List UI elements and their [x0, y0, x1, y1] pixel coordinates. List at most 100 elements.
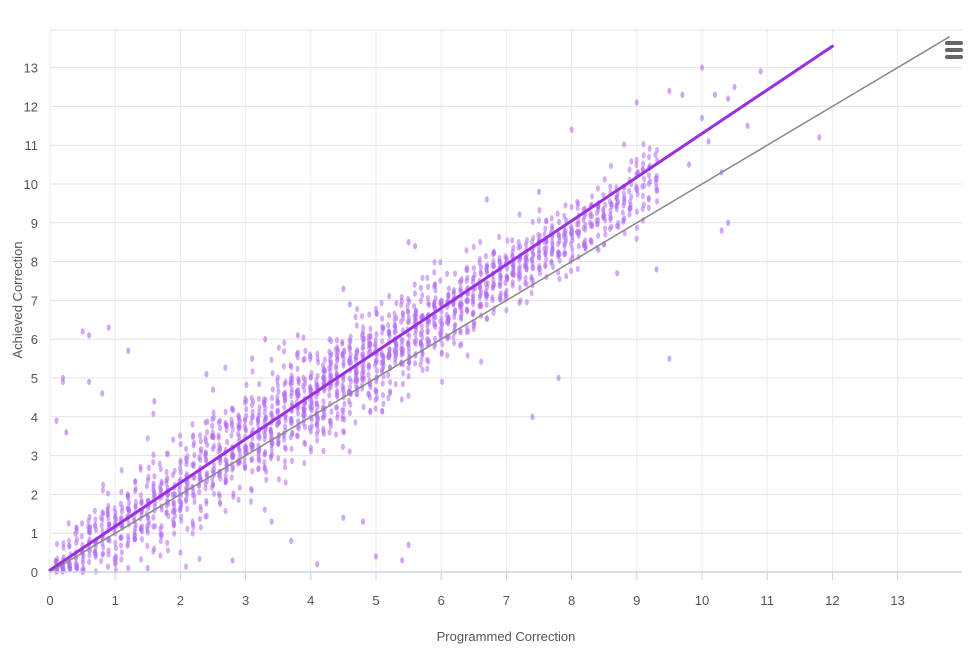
- x-tick-label: 1: [112, 593, 119, 608]
- scatter-point: [218, 459, 223, 466]
- scatter-point: [399, 297, 404, 305]
- scatter-point: [355, 391, 360, 398]
- scatter-point: [387, 312, 391, 319]
- scatter-point: [184, 445, 189, 453]
- scatter-point: [257, 380, 262, 388]
- scatter-point: [275, 382, 280, 389]
- scatter-point: [433, 313, 438, 321]
- scatter-point: [386, 394, 391, 402]
- scatter-point: [387, 351, 392, 359]
- scatter-point: [446, 285, 451, 292]
- scatter-point: [556, 374, 561, 382]
- scatter-point: [523, 279, 528, 287]
- scatter-point: [178, 498, 183, 505]
- scatter-point: [329, 351, 334, 358]
- scatter-point: [198, 437, 203, 445]
- scatter-point: [353, 313, 358, 321]
- scatter-point: [459, 315, 464, 323]
- scatter-point: [145, 435, 150, 442]
- trend-lines: [48, 35, 951, 573]
- scatter-point: [303, 347, 308, 354]
- scatter-point: [425, 328, 430, 336]
- scatter-point: [459, 299, 464, 307]
- scatter-point: [210, 433, 215, 440]
- scatter-point: [257, 434, 262, 442]
- scatter-point: [335, 392, 339, 399]
- scatter-point: [303, 423, 308, 430]
- scatter-point: [490, 294, 495, 301]
- menu-bar: [945, 55, 963, 59]
- scatter-point: [230, 450, 235, 458]
- scatter-point: [290, 430, 295, 438]
- scatter-point: [223, 364, 228, 371]
- scatter-point: [250, 355, 255, 362]
- scatter-point: [706, 138, 711, 145]
- scatter-point: [438, 277, 443, 284]
- scatter-point: [322, 387, 327, 394]
- scatter-point: [335, 336, 339, 344]
- scatter-point: [204, 370, 209, 378]
- scatter-point: [394, 299, 399, 307]
- scatter-point: [641, 201, 646, 208]
- scatter-point: [68, 566, 72, 573]
- scatter-point: [151, 514, 156, 521]
- scatter-point: [171, 436, 176, 443]
- scatter-point: [256, 465, 261, 472]
- scatter-point: [302, 406, 306, 414]
- scatter-point: [302, 355, 307, 363]
- scatter-point: [418, 361, 423, 368]
- scatter-point: [190, 530, 195, 537]
- scatter-point: [418, 284, 423, 292]
- scatter-point: [347, 448, 352, 455]
- scatter-point: [283, 479, 288, 486]
- scatter-point: [438, 299, 443, 307]
- scatter-point: [236, 412, 241, 419]
- scatter-point: [171, 471, 175, 479]
- scatter-point: [210, 422, 215, 430]
- scatter-point: [341, 376, 346, 384]
- scatter-point: [282, 339, 287, 346]
- scatter-point: [321, 379, 326, 386]
- scatter-point: [588, 219, 593, 226]
- scatter-point: [392, 316, 397, 323]
- scatter-point: [211, 386, 215, 393]
- scatter-point: [87, 558, 92, 566]
- scatter-point: [641, 152, 646, 159]
- scatter-point: [328, 423, 333, 430]
- scatter-point: [281, 392, 286, 399]
- scatter-point: [80, 520, 84, 527]
- scatter-point: [641, 140, 646, 148]
- scatter-point: [646, 196, 651, 203]
- scatter-point: [153, 523, 158, 530]
- scatter-point: [602, 176, 607, 183]
- scatter-point: [555, 210, 560, 217]
- scatter-point: [425, 365, 430, 372]
- scatter-point: [537, 207, 542, 214]
- scatter-point: [367, 311, 372, 318]
- scatter-point: [581, 216, 586, 224]
- y-tick-label: 9: [31, 216, 38, 231]
- identity-line: [49, 35, 951, 573]
- scatter-point: [647, 172, 651, 179]
- scatter-point: [230, 466, 235, 473]
- scatter-point: [510, 282, 515, 289]
- x-tick-label: 7: [503, 593, 510, 608]
- scatter-point: [256, 418, 261, 425]
- y-tick-label: 6: [31, 332, 38, 347]
- scatter-point: [484, 265, 489, 273]
- scatter-point: [64, 429, 69, 436]
- scatter-point: [203, 480, 208, 487]
- scatter-point: [118, 500, 123, 507]
- scatter-point: [328, 368, 333, 376]
- scatter-point: [296, 379, 301, 386]
- scatter-point: [646, 204, 651, 211]
- scatter-point: [361, 329, 366, 336]
- scatter-point: [570, 252, 575, 259]
- scatter-point: [276, 344, 281, 351]
- scatter-point: [159, 478, 164, 485]
- scatter-point: [471, 275, 476, 282]
- scatter-point: [498, 293, 503, 300]
- scatter-point: [223, 478, 228, 485]
- chart-menu-button[interactable]: [944, 38, 964, 64]
- scatter-point: [361, 518, 365, 525]
